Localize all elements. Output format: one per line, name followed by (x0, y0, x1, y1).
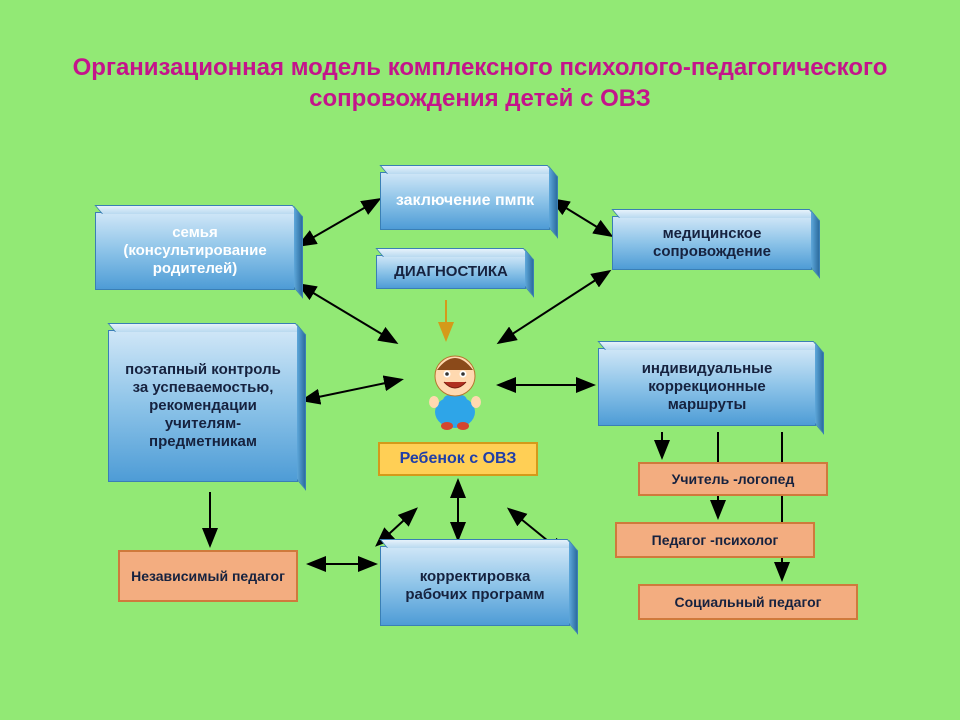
page-title: Организационная модель комплексного псих… (0, 52, 960, 114)
center-label: Ребенок с ОВЗ (378, 442, 538, 476)
child-icon (420, 340, 490, 435)
diagnostic-label: ДИАГНОСТИКА (394, 263, 508, 281)
node-family: семья (консультирование родителей) (95, 212, 295, 290)
center-label-text: Ребенок с ОВЗ (400, 449, 517, 468)
box-psych: Педагог -психолог (615, 522, 815, 558)
node-pmpk: заключение пмпк (380, 172, 550, 230)
node-control: поэтапный контроль за успеваемостью, рек… (108, 330, 298, 482)
node-correction: корректировка рабочих программ (380, 546, 570, 626)
node-routes: индивидуальные коррекционные маршруты (598, 348, 816, 426)
box-independent: Независимый педагог (118, 550, 298, 602)
box-logoped: Учитель -логопед (638, 462, 828, 496)
diagnostic-box: ДИАГНОСТИКА (376, 255, 526, 289)
node-medical: медицинское сопровождение (612, 216, 812, 270)
box-social: Социальный педагог (638, 584, 858, 620)
